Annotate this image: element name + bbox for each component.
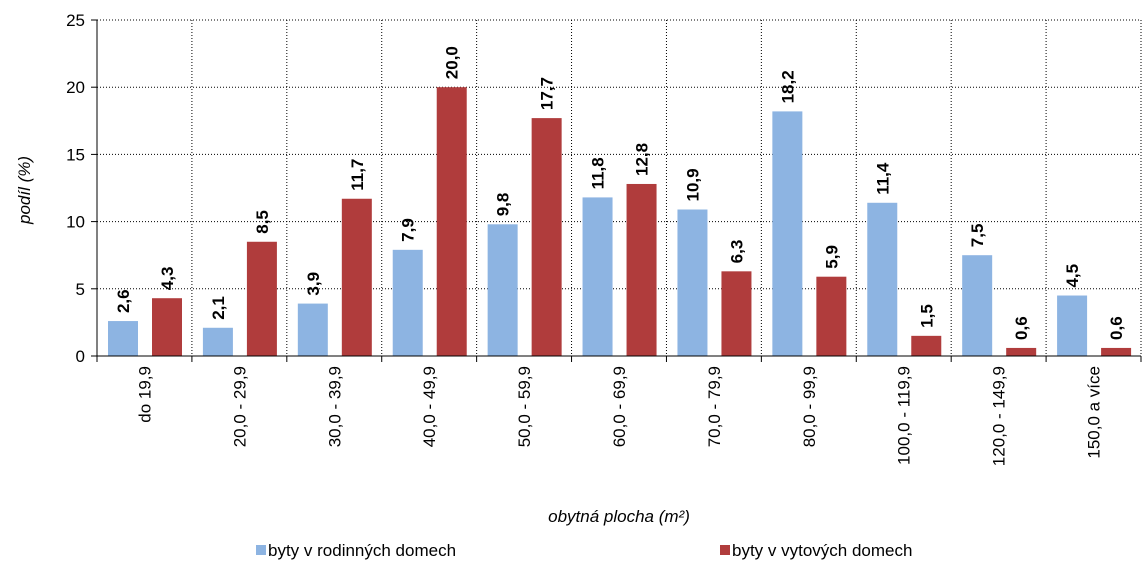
legend-label: byty v rodinných domech [268, 541, 456, 560]
x-tick-label: 40,0 - 49,9 [420, 366, 439, 447]
x-tick-label: 120,0 - 149,9 [990, 366, 1009, 466]
bar [392, 249, 423, 356]
data-label: 3,9 [304, 272, 323, 296]
bar [487, 224, 518, 356]
data-label: 10,9 [683, 168, 702, 201]
bar [1006, 347, 1037, 356]
bar [246, 241, 277, 356]
data-label: 2,1 [209, 296, 228, 320]
data-label: 20,0 [443, 46, 462, 79]
bar [772, 111, 803, 356]
data-label: 5,9 [822, 245, 841, 269]
x-tick-label: 30,0 - 39,9 [325, 366, 344, 447]
bar [341, 198, 372, 356]
data-label: 7,5 [968, 224, 987, 248]
bar [202, 327, 233, 356]
data-label: 17,7 [538, 77, 557, 110]
data-label: 4,3 [158, 267, 177, 291]
bar [436, 87, 467, 356]
bar [677, 209, 708, 356]
x-tick-label: 150,0 a více [1085, 366, 1104, 459]
bar [1057, 295, 1088, 356]
data-label: 9,8 [494, 193, 513, 217]
bar [626, 183, 657, 356]
y-tick-label: 25 [66, 11, 85, 30]
data-label: 12,8 [633, 143, 652, 176]
x-tick-label: 80,0 - 99,9 [800, 366, 819, 447]
data-label: 18,2 [778, 70, 797, 103]
bar [721, 271, 752, 356]
legend-swatch [720, 545, 730, 555]
x-tick-label: do 19,9 [135, 366, 154, 423]
data-label: 11,7 [348, 159, 367, 191]
data-label: 2,6 [114, 289, 133, 313]
y-axis-label: podíl (%) [15, 156, 34, 225]
bar [108, 321, 138, 356]
data-label: 0,6 [1107, 316, 1126, 340]
bar [297, 303, 328, 356]
y-tick-label: 5 [76, 280, 85, 299]
x-axis-label: obytná plocha (m²) [548, 507, 690, 526]
bar [867, 202, 898, 356]
x-tick-label: 50,0 - 59,9 [515, 366, 534, 447]
bar [1101, 347, 1132, 356]
bar [152, 298, 182, 356]
data-label: 4,5 [1063, 264, 1082, 288]
data-label: 11,4 [873, 162, 892, 195]
legend-swatch [256, 545, 266, 555]
bar [531, 118, 562, 356]
y-tick-label: 10 [66, 213, 85, 232]
bar [582, 197, 613, 356]
legend-label: byty v vytových domech [732, 541, 912, 560]
data-label: 6,3 [727, 240, 746, 264]
data-label: 0,6 [1012, 316, 1031, 340]
data-label: 1,5 [917, 304, 936, 328]
bar [962, 255, 993, 356]
x-tick-label: 100,0 - 119,9 [895, 366, 914, 465]
y-tick-label: 0 [76, 347, 85, 366]
x-tick-label: 70,0 - 79,9 [705, 366, 724, 447]
x-tick-label: 20,0 - 29,9 [230, 366, 249, 447]
data-label: 7,9 [399, 218, 418, 242]
y-tick-label: 15 [66, 145, 85, 164]
data-label: 8,5 [253, 210, 272, 234]
bar [816, 276, 847, 356]
y-tick-label: 20 [66, 78, 85, 97]
data-label: 11,8 [589, 157, 608, 189]
bar [911, 335, 942, 356]
x-tick-label: 60,0 - 69,9 [610, 366, 629, 447]
